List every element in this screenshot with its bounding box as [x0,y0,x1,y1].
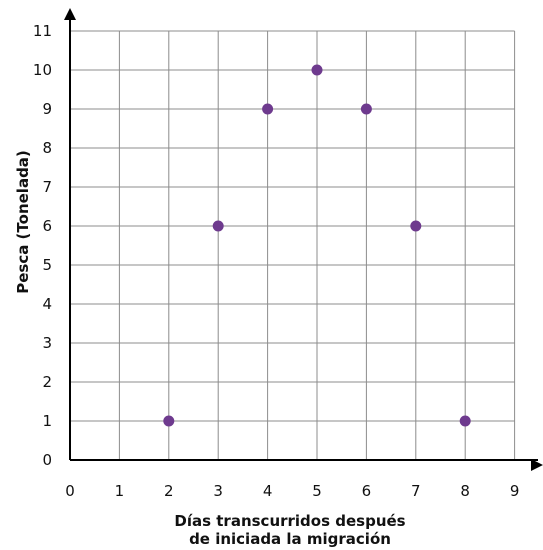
y-axis-title: Pesca (Tonelada) [14,150,32,294]
x-axis-title-line-1: Días transcurridos después [174,512,405,530]
x-tick-label: 9 [510,482,520,500]
y-tick-label: 3 [42,334,52,352]
x-tick-label: 8 [460,482,470,500]
data-point [459,415,471,427]
data-points [163,64,471,427]
y-axis-arrow [64,8,76,20]
x-tick-label: 0 [65,482,75,500]
x-tick-label: 5 [312,482,322,500]
y-tick-label: 6 [42,217,52,235]
data-point [163,415,175,427]
x-tick-label: 2 [164,482,174,500]
axes [64,8,543,471]
x-tick-label: 3 [213,482,223,500]
y-tick-label: 0 [42,451,52,469]
y-tick-label: 11 [33,22,52,40]
data-point [360,103,372,115]
data-point [262,103,274,115]
y-tick-label: 5 [42,256,52,274]
data-point [311,64,323,76]
x-tick-label: 4 [263,482,273,500]
tick-labels: 0 1 2 3 4 5 6 7 8 9 0 1 2 3 4 5 6 7 8 9 10 11 [33,22,519,500]
x-tick-label: 7 [411,482,421,500]
x-tick-label: 6 [362,482,372,500]
x-tick-label: 1 [115,482,125,500]
y-tick-label: 2 [42,373,52,391]
axis-titles: Pesca (Tonelada) Días transcurridos desp… [14,150,406,548]
y-tick-label: 9 [42,100,52,118]
y-tick-label: 7 [42,178,52,196]
y-tick-label: 8 [42,139,52,157]
data-point [212,220,224,232]
y-tick-label: 10 [33,61,52,79]
y-tick-label: 4 [42,295,52,313]
y-tick-label: 1 [42,412,52,430]
x-axis-arrow [531,459,543,471]
x-axis-title-line-2: de iniciada la migración [189,530,391,548]
data-point [410,220,422,232]
grid [70,30,516,460]
